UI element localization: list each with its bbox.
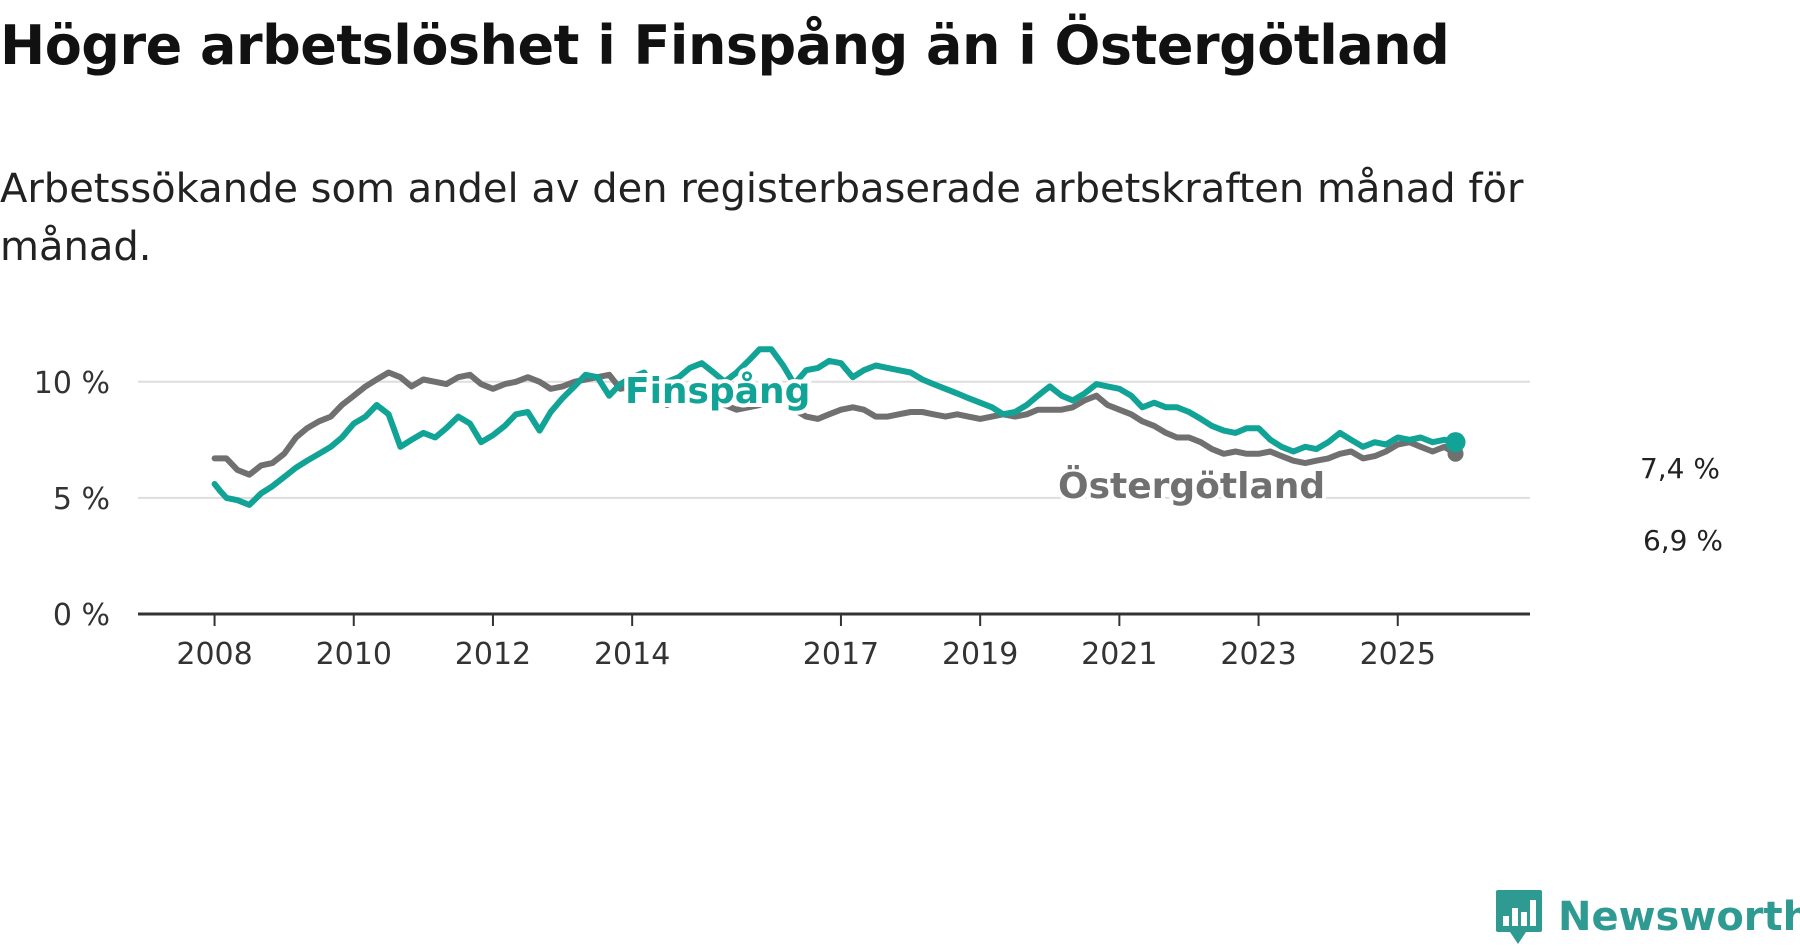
series-line-ostergotland: [211, 369, 1459, 478]
y-tick-label: 5 %: [53, 482, 110, 517]
brand-name: Newsworthy: [1558, 894, 1800, 940]
end-label-ostergotland: 6,9 %: [1643, 524, 1723, 557]
x-tick-label: 2008: [176, 637, 252, 672]
newsworthy-logo: Newsworthy: [1494, 884, 1800, 950]
x-tick-label: 2017: [803, 637, 879, 672]
series-labels: Finspång Östergötland: [621, 367, 1329, 511]
x-tick-label: 2014: [594, 637, 670, 672]
series-label-ostergotland: Östergötland: [1058, 465, 1325, 507]
y-axis-labels: 0 % 5 % 10 %: [34, 366, 110, 633]
x-tick-label: 2012: [455, 637, 531, 672]
y-tick-label: 10 %: [34, 366, 110, 401]
x-tick-label: 2023: [1220, 637, 1296, 672]
end-label-finspang: 7,4 %: [1640, 452, 1720, 485]
end-value-labels: 7,4 % 6,9 %: [1637, 449, 1726, 560]
end-point-finspang: [1445, 432, 1466, 453]
y-tick-label: 0 %: [53, 598, 110, 633]
x-tick-label: 2019: [942, 637, 1018, 672]
newsworthy-logo-icon: [1496, 890, 1542, 944]
chart-subtitle: Arbetssökande som andel av den registerb…: [0, 166, 1524, 270]
x-tick-label: 2021: [1081, 637, 1157, 672]
series-line-finspang: [211, 346, 1459, 508]
x-axis: 2008 2010 2012 2014 2017 2019 2021 2023 2025: [138, 612, 1530, 672]
x-tick-label: 2025: [1360, 637, 1436, 672]
x-tick-label: 2010: [316, 637, 392, 672]
series-label-finspang: Finspång: [625, 371, 810, 412]
series-lines: [211, 346, 1466, 508]
chart-title: Högre arbetslöshet i Finspång än i Öster…: [0, 14, 1450, 77]
